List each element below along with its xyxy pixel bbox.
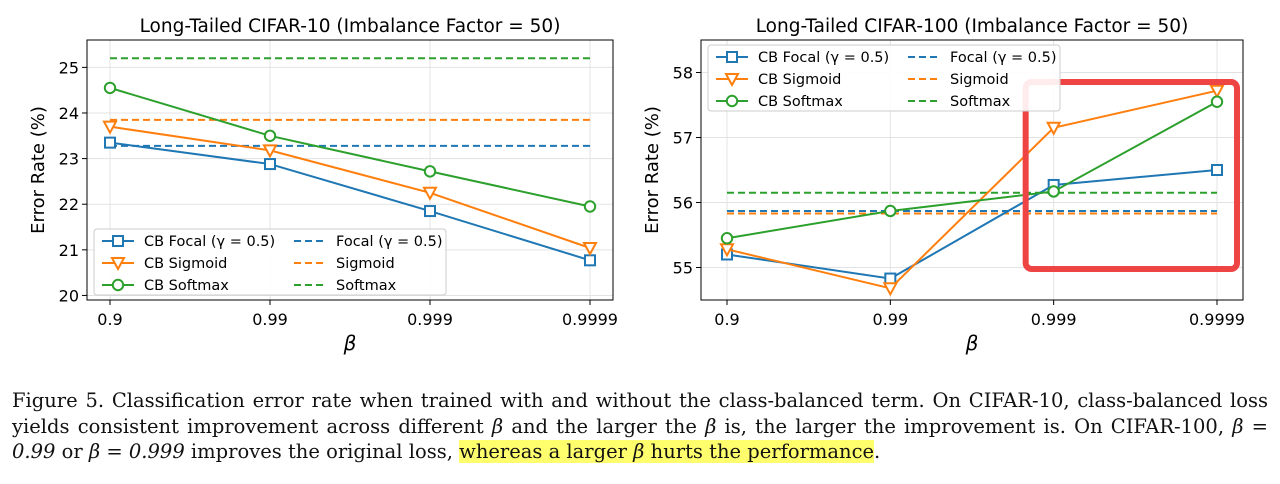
caption-eq-1: β = 0.99 <box>12 414 1269 464</box>
x-tick-label: 0.9999 <box>562 310 618 329</box>
legend-label: Softmax <box>950 94 1011 110</box>
data-point-focal <box>264 158 276 171</box>
chart-title: Long-Tailed CIFAR-10 (Imbalance Factor =… <box>140 16 561 37</box>
legend-label: CB Softmax <box>144 278 229 294</box>
legend-label: CB Focal (γ = 0.5) <box>144 234 275 250</box>
legend-label: Focal (γ = 0.5) <box>336 234 443 250</box>
series-line-sigmoid <box>109 125 591 249</box>
series-line-softmax <box>726 100 1218 240</box>
caption-eq-2: β = 0.999 <box>88 440 185 463</box>
legend-marker-softmax <box>111 278 125 292</box>
data-point-focal <box>104 136 116 149</box>
y-tick-label: 25 <box>59 58 79 77</box>
caption-text-4: improves the original loss, <box>184 440 460 463</box>
legend-label: CB Focal (γ = 0.5) <box>758 50 889 66</box>
caption-highlight: whereas a larger β hurts the performance <box>459 440 875 463</box>
y-tick-label: 24 <box>59 104 79 123</box>
caption-beta-1: β <box>491 414 504 438</box>
data-point-softmax <box>103 81 117 95</box>
y-tick-label: 56 <box>673 194 693 213</box>
legend-label: CB Softmax <box>758 94 843 110</box>
legend-label: CB Sigmoid <box>144 256 227 272</box>
data-point-softmax <box>423 165 437 178</box>
x-tick-label: 0.9 <box>714 310 739 329</box>
figure-caption: Figure 5. Classification error rate when… <box>12 388 1268 465</box>
plot-frame <box>700 39 1244 301</box>
legend-label: CB Sigmoid <box>758 72 841 88</box>
y-tick-label: 58 <box>673 64 693 83</box>
data-point-softmax <box>263 129 277 142</box>
y-tick-label: 21 <box>59 241 79 260</box>
plot-frame <box>86 39 614 301</box>
series-line-sigmoid <box>726 89 1218 290</box>
x-tick-label: 0.999 <box>1031 310 1077 329</box>
legend-marker-sigmoid <box>110 257 126 272</box>
y-axis-label: Error Rate (%) <box>28 106 49 234</box>
caption-highlight-beta: β <box>633 440 645 463</box>
legend-box <box>707 44 1061 112</box>
data-point-focal <box>884 272 897 285</box>
legend-label: Focal (γ = 0.5) <box>950 50 1057 66</box>
data-point-focal <box>584 254 596 267</box>
legend-marker-softmax <box>725 94 739 108</box>
caption-text-3: is, the larger the improvement is. On CI… <box>716 414 1233 438</box>
data-point-softmax <box>720 232 734 245</box>
caption-highlight-b: hurts the performance <box>644 440 875 463</box>
caption-highlight-a: whereas a larger <box>459 440 634 463</box>
legend-box <box>93 228 447 296</box>
data-point-sigmoid <box>102 120 118 135</box>
caption-beta-2: β <box>705 414 717 438</box>
chart-cifar10: 20 21 22 23 24 25 0.9 0.99 0.999 0.9999 Long-Taile… <box>28 16 618 355</box>
y-tick-label: 20 <box>59 286 79 305</box>
y-tick-label: 55 <box>673 259 693 278</box>
legend-label: Sigmoid <box>336 256 395 272</box>
data-point-softmax <box>884 204 897 218</box>
data-point-sigmoid <box>262 144 278 159</box>
highlight-box <box>1022 79 1240 272</box>
x-axis-label: β <box>343 331 357 355</box>
legend-marker-focal <box>112 235 124 247</box>
series-line-softmax <box>109 86 591 208</box>
x-tick-label: 0.99 <box>252 310 288 329</box>
caption-text-2: and the larger the <box>503 414 706 438</box>
x-tick-label: 0.9 <box>97 310 122 329</box>
caption-label: Figure 5. <box>12 389 105 412</box>
series-line-focal <box>726 169 1218 280</box>
y-axis-label: Error Rate (%) <box>642 106 663 234</box>
data-point-sigmoid <box>882 282 899 297</box>
x-tick-label: 0.999 <box>407 310 453 329</box>
y-tick-label: 23 <box>59 150 79 169</box>
data-point-softmax <box>1210 95 1224 108</box>
data-point-focal <box>1211 164 1223 176</box>
figure: 20 21 22 23 24 25 0.9 0.99 0.999 0.9999 Long-Taile… <box>28 16 1245 355</box>
legend-label: Sigmoid <box>950 72 1009 88</box>
caption-or: or <box>55 440 89 463</box>
chart-title: Long-Tailed CIFAR-100 (Imbalance Factor … <box>756 16 1189 37</box>
data-point-focal <box>424 205 436 218</box>
data-point-softmax <box>583 200 597 213</box>
data-point-sigmoid <box>422 186 438 201</box>
chart-cifar100: 55 56 57 58 0.9 0.99 0.999 0.9999 Long-Tailed CI… <box>642 16 1245 355</box>
legend-label: Softmax <box>336 278 397 294</box>
data-point-sigmoid <box>1209 84 1225 99</box>
x-tick-label: 0.99 <box>873 310 909 329</box>
x-tick-label: 0.9999 <box>1189 310 1245 329</box>
y-tick-label: 57 <box>673 129 693 148</box>
caption-text-1: Classification error rate when trained w… <box>12 389 1268 438</box>
caption-end: . <box>874 440 881 463</box>
data-point-sigmoid <box>582 242 598 257</box>
legend-marker-sigmoid <box>724 73 740 88</box>
series-line-focal <box>109 141 591 262</box>
data-point-softmax <box>1047 185 1060 198</box>
y-tick-label: 22 <box>59 195 79 214</box>
x-axis-label: β <box>965 331 979 355</box>
data-point-sigmoid <box>1045 121 1062 136</box>
legend-marker-focal <box>726 51 738 63</box>
